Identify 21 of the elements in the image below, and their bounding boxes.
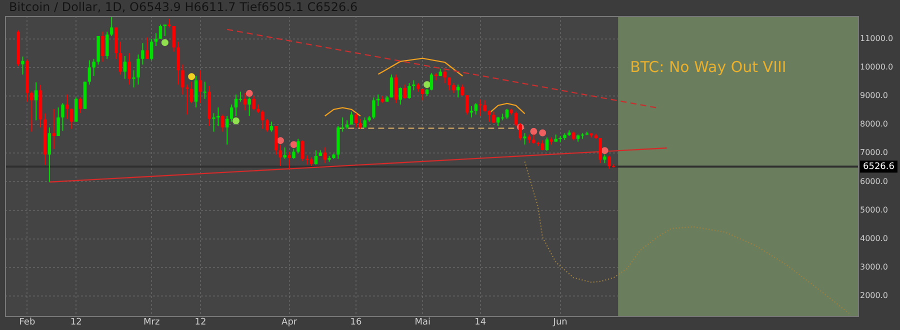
- y-tick-label: 10000.0: [860, 62, 894, 72]
- x-tick-label: Mrz: [144, 318, 160, 328]
- x-tick-label: Feb: [19, 318, 36, 328]
- y-tick-label: 7000.0: [860, 148, 888, 158]
- y-tick-label: 9000.0: [860, 91, 888, 100]
- x-tick-label: Apr: [282, 318, 298, 328]
- ref-line-label: 6526.6: [863, 162, 895, 172]
- y-tick-label: 4000.0: [860, 234, 888, 243]
- x-tick-label: 14: [474, 318, 486, 328]
- annotation: BTC: No Way Out VIII: [630, 58, 786, 76]
- x-tick-label: Mai: [414, 318, 431, 328]
- y-tick-label: 11000.0: [860, 34, 894, 43]
- y-tick-label: 5000.0: [860, 205, 888, 214]
- y-tick-label: 6000.0: [860, 176, 888, 186]
- y-tick-label: 3000.0: [860, 262, 888, 272]
- x-tick-label: 12: [70, 318, 82, 328]
- y-tick-label: 8000.0: [860, 120, 888, 129]
- x-tick-label: Jun: [552, 318, 568, 328]
- x-tick-label: 12: [194, 318, 206, 328]
- x-tick-label: 16: [350, 318, 362, 328]
- y-tick-label: 2000.0: [860, 291, 888, 300]
